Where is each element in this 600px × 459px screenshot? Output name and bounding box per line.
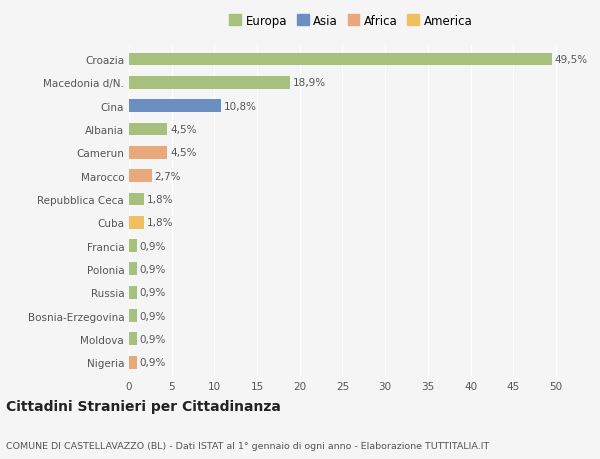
Text: 0,9%: 0,9% bbox=[139, 264, 166, 274]
Bar bbox=[129, 286, 137, 299]
Text: 49,5%: 49,5% bbox=[554, 55, 587, 65]
Text: Cittadini Stranieri per Cittadinanza: Cittadini Stranieri per Cittadinanza bbox=[6, 399, 281, 413]
Text: 4,5%: 4,5% bbox=[170, 125, 196, 134]
Bar bbox=[129, 240, 137, 252]
Bar bbox=[129, 53, 551, 66]
Text: 0,9%: 0,9% bbox=[139, 334, 166, 344]
Legend: Europa, Asia, Africa, America: Europa, Asia, Africa, America bbox=[227, 12, 475, 30]
Bar bbox=[129, 193, 145, 206]
Bar bbox=[129, 170, 152, 183]
Text: 4,5%: 4,5% bbox=[170, 148, 196, 158]
Text: 18,9%: 18,9% bbox=[293, 78, 326, 88]
Text: 2,7%: 2,7% bbox=[155, 171, 181, 181]
Bar bbox=[129, 216, 145, 229]
Text: 0,9%: 0,9% bbox=[139, 288, 166, 297]
Bar bbox=[129, 100, 221, 113]
Text: 0,9%: 0,9% bbox=[139, 241, 166, 251]
Text: 10,8%: 10,8% bbox=[224, 101, 257, 112]
Text: 1,8%: 1,8% bbox=[147, 195, 173, 205]
Text: 0,9%: 0,9% bbox=[139, 358, 166, 367]
Bar bbox=[129, 123, 167, 136]
Bar bbox=[129, 356, 137, 369]
Text: 0,9%: 0,9% bbox=[139, 311, 166, 321]
Bar bbox=[129, 333, 137, 346]
Text: 1,8%: 1,8% bbox=[147, 218, 173, 228]
Text: COMUNE DI CASTELLAVAZZO (BL) - Dati ISTAT al 1° gennaio di ogni anno - Elaborazi: COMUNE DI CASTELLAVAZZO (BL) - Dati ISTA… bbox=[6, 441, 489, 450]
Bar bbox=[129, 309, 137, 322]
Bar bbox=[129, 77, 290, 90]
Bar bbox=[129, 263, 137, 276]
Bar bbox=[129, 146, 167, 159]
